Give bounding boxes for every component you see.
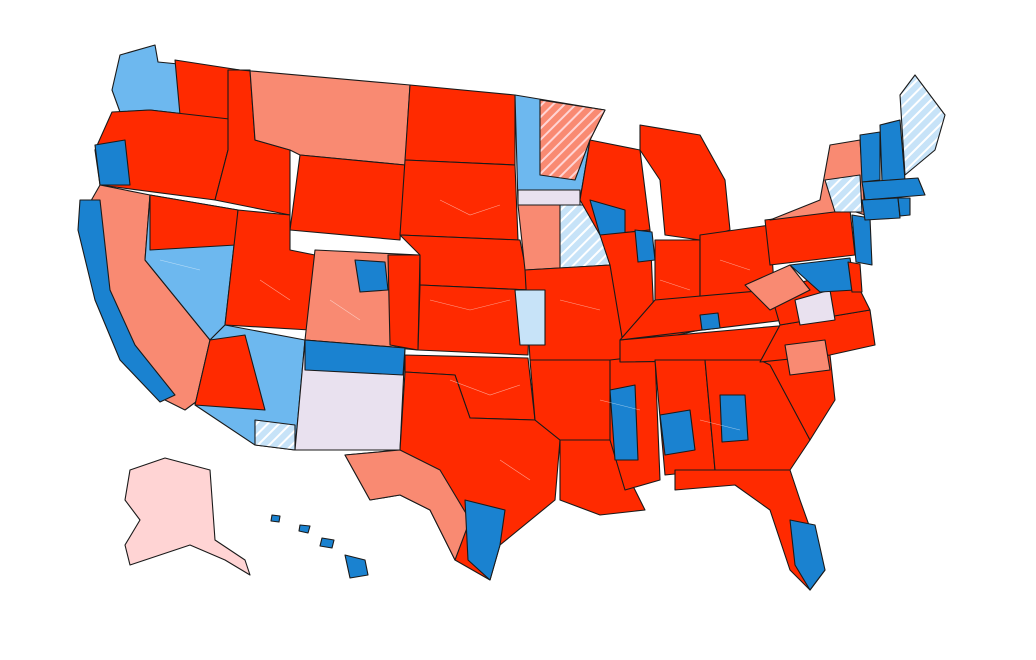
state-west-virginia [744,264,811,311]
state-delaware [847,261,863,293]
district-al-west [659,409,696,456]
state-michigan [639,124,731,241]
state-louisiana [559,439,646,516]
district-mn-south [517,189,581,206]
district-ms-delta [609,384,639,461]
district-co-east [387,254,421,351]
state-new-jersey [851,214,873,266]
state-nebraska [399,234,531,291]
state-north-dakota [404,84,516,166]
district-mn-north [539,99,606,181]
state-hawaii-big-island [344,554,369,579]
state-florida [674,469,826,591]
state-vermont [859,131,881,183]
district-co-denver [354,259,389,293]
state-rhode-island [897,197,911,217]
state-hawaii-maui [319,537,335,549]
district-mo-kc [514,289,546,346]
district-ny-upstate [824,174,863,213]
state-massachusetts [861,177,926,201]
district-ca-coast [77,199,176,403]
state-hawaii-oahu [298,524,311,534]
district-az-west [194,334,266,411]
state-south-dakota [399,159,519,241]
district-nm-north [304,339,406,376]
district-tx-south [464,499,506,581]
district-az-south [254,419,296,451]
district-nv-north [149,194,239,251]
state-new-hampshire [879,119,906,183]
state-hawaii-kauai [270,514,281,523]
district-or-coast [94,139,131,186]
district-tx-west [344,449,471,561]
state-maine [899,74,946,176]
state-wyoming [289,154,406,241]
district-fl-south [789,519,826,591]
district-va-north [794,289,836,326]
district-il-chicago [634,229,656,263]
district-nc-central [784,339,831,376]
state-kansas [417,284,531,356]
district-ga-atlanta [719,394,749,443]
state-connecticut [861,197,901,221]
state-alaska [124,457,251,576]
district-lines [159,199,751,481]
district-ky-louisville [699,312,721,331]
